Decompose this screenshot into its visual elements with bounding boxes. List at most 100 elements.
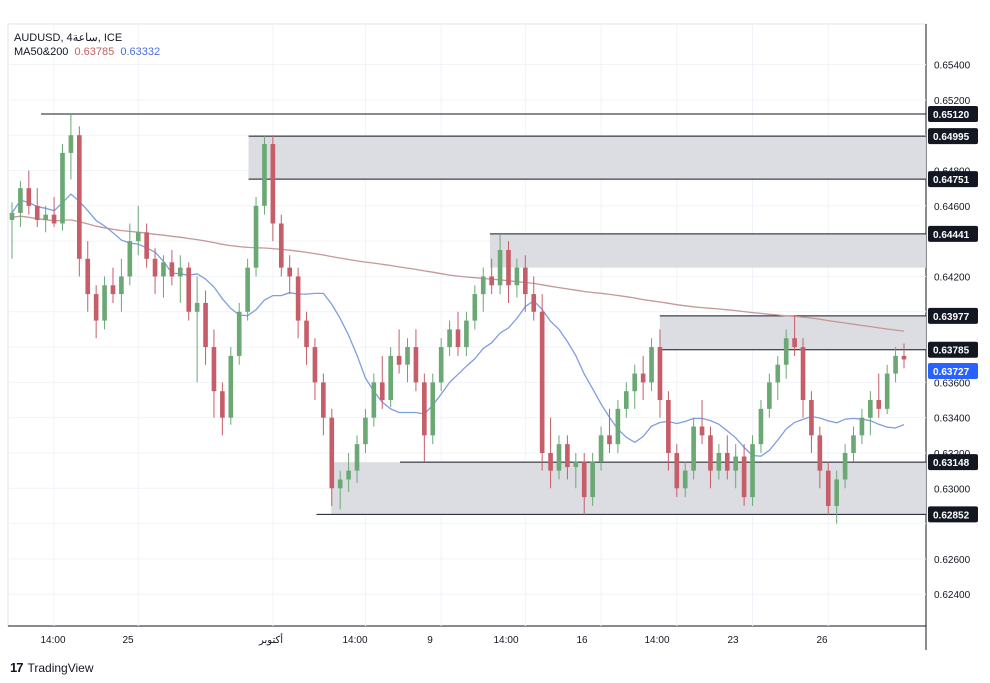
candle-body bbox=[556, 444, 562, 471]
candle-body bbox=[876, 400, 882, 409]
candle-body bbox=[93, 294, 99, 321]
candle-body bbox=[51, 214, 57, 224]
candle-body bbox=[539, 311, 545, 453]
candle-body bbox=[893, 355, 898, 374]
candle-body bbox=[531, 294, 537, 312]
x-tick-label: 23 bbox=[727, 635, 739, 646]
supply-demand-zone bbox=[489, 233, 926, 268]
candle-body bbox=[228, 355, 234, 418]
candle-body bbox=[447, 329, 452, 348]
brand-name: TradingView bbox=[27, 660, 94, 675]
candle-body bbox=[169, 262, 175, 277]
candle-body bbox=[337, 479, 343, 489]
candle-body bbox=[800, 347, 806, 401]
level-badge-label: 0.65120 bbox=[933, 110, 970, 121]
x-tick-label: 14:00 bbox=[40, 635, 65, 646]
candle-body bbox=[186, 267, 192, 312]
candle-body bbox=[699, 426, 705, 436]
candle-body bbox=[497, 249, 503, 286]
candle-body bbox=[674, 452, 680, 489]
tradingview-logo-icon: 17 bbox=[10, 660, 24, 675]
candle-body bbox=[413, 347, 419, 383]
candle-body bbox=[110, 285, 116, 295]
candle-body bbox=[253, 205, 259, 268]
candle-body bbox=[640, 373, 646, 383]
candle-body bbox=[767, 382, 772, 409]
candle-body bbox=[312, 347, 318, 383]
candle-body bbox=[716, 452, 722, 471]
candle-body bbox=[834, 479, 839, 506]
candle-body bbox=[152, 258, 158, 277]
candle-body bbox=[581, 461, 587, 498]
candle-body bbox=[724, 452, 730, 471]
y-tick-label: 0.64200 bbox=[934, 272, 971, 283]
current-price-label: 0.63727 bbox=[933, 367, 970, 378]
y-tick-label: 0.63400 bbox=[934, 414, 971, 425]
candle-body bbox=[371, 382, 377, 418]
level-badge-label: 0.63785 bbox=[933, 346, 970, 357]
tradingview-branding[interactable]: 17 TradingView bbox=[10, 660, 94, 675]
x-tick-label: 14:00 bbox=[342, 635, 367, 646]
candle-body bbox=[388, 355, 393, 401]
ma50-line bbox=[11, 193, 905, 457]
candle-body bbox=[565, 444, 570, 468]
candle-body bbox=[884, 373, 890, 409]
level-badge-label: 0.64441 bbox=[933, 230, 970, 241]
supply-demand-zone bbox=[248, 136, 927, 180]
candle-body bbox=[26, 188, 32, 206]
level-badge bbox=[928, 506, 978, 523]
level-badge bbox=[928, 106, 978, 123]
level-badge-label: 0.64751 bbox=[933, 175, 970, 186]
candle-body bbox=[119, 276, 124, 295]
x-tick-label: 14:00 bbox=[644, 635, 669, 646]
candle-body bbox=[9, 212, 15, 220]
x-tick-label: 14:00 bbox=[493, 635, 518, 646]
candle-body bbox=[842, 452, 848, 480]
level-badge-label: 0.63148 bbox=[933, 458, 970, 469]
candle-body bbox=[321, 382, 326, 418]
candle-body bbox=[649, 347, 654, 383]
candle-body bbox=[102, 285, 107, 321]
candle-body bbox=[682, 470, 688, 489]
y-tick-label: 0.65200 bbox=[934, 96, 971, 107]
x-tick-label: 26 bbox=[816, 635, 828, 646]
candle-body bbox=[733, 456, 739, 471]
level-badge bbox=[928, 128, 978, 145]
y-tick-label: 0.62400 bbox=[934, 590, 971, 601]
candle-body bbox=[304, 320, 309, 348]
candle-body bbox=[750, 444, 755, 498]
candle-body bbox=[60, 152, 65, 224]
candle-body bbox=[43, 214, 48, 220]
candle-body bbox=[236, 311, 242, 356]
candle-body bbox=[295, 276, 301, 321]
candle-body bbox=[220, 391, 225, 418]
candle-body bbox=[489, 276, 494, 286]
ma50-value: 0.63785 bbox=[74, 46, 115, 58]
candle-body bbox=[809, 400, 814, 436]
candle-body bbox=[775, 364, 781, 383]
candle-body bbox=[691, 426, 696, 471]
ma200-line bbox=[11, 215, 905, 332]
candle-body bbox=[354, 444, 360, 471]
candle-body bbox=[177, 267, 183, 277]
candle-body bbox=[607, 435, 612, 445]
y-tick-label: 0.63600 bbox=[934, 378, 971, 389]
candle-body bbox=[783, 338, 789, 365]
level-badge-label: 0.63977 bbox=[933, 312, 970, 323]
candle-body bbox=[363, 417, 368, 445]
candle-body bbox=[405, 347, 410, 365]
candle-body bbox=[329, 417, 335, 489]
candle-body bbox=[623, 391, 629, 409]
level-badge bbox=[928, 454, 978, 471]
ma200-value: 0.63332 bbox=[120, 46, 161, 58]
candle-body bbox=[741, 456, 747, 498]
candle-body bbox=[422, 382, 427, 436]
candle-body bbox=[758, 408, 764, 445]
candle-body bbox=[430, 382, 436, 436]
candle-body bbox=[68, 135, 74, 153]
x-tick-label: 25 bbox=[122, 635, 134, 646]
candle-body bbox=[615, 408, 621, 445]
ma-label: MA50&200 bbox=[14, 46, 69, 58]
candle-body bbox=[270, 144, 276, 224]
